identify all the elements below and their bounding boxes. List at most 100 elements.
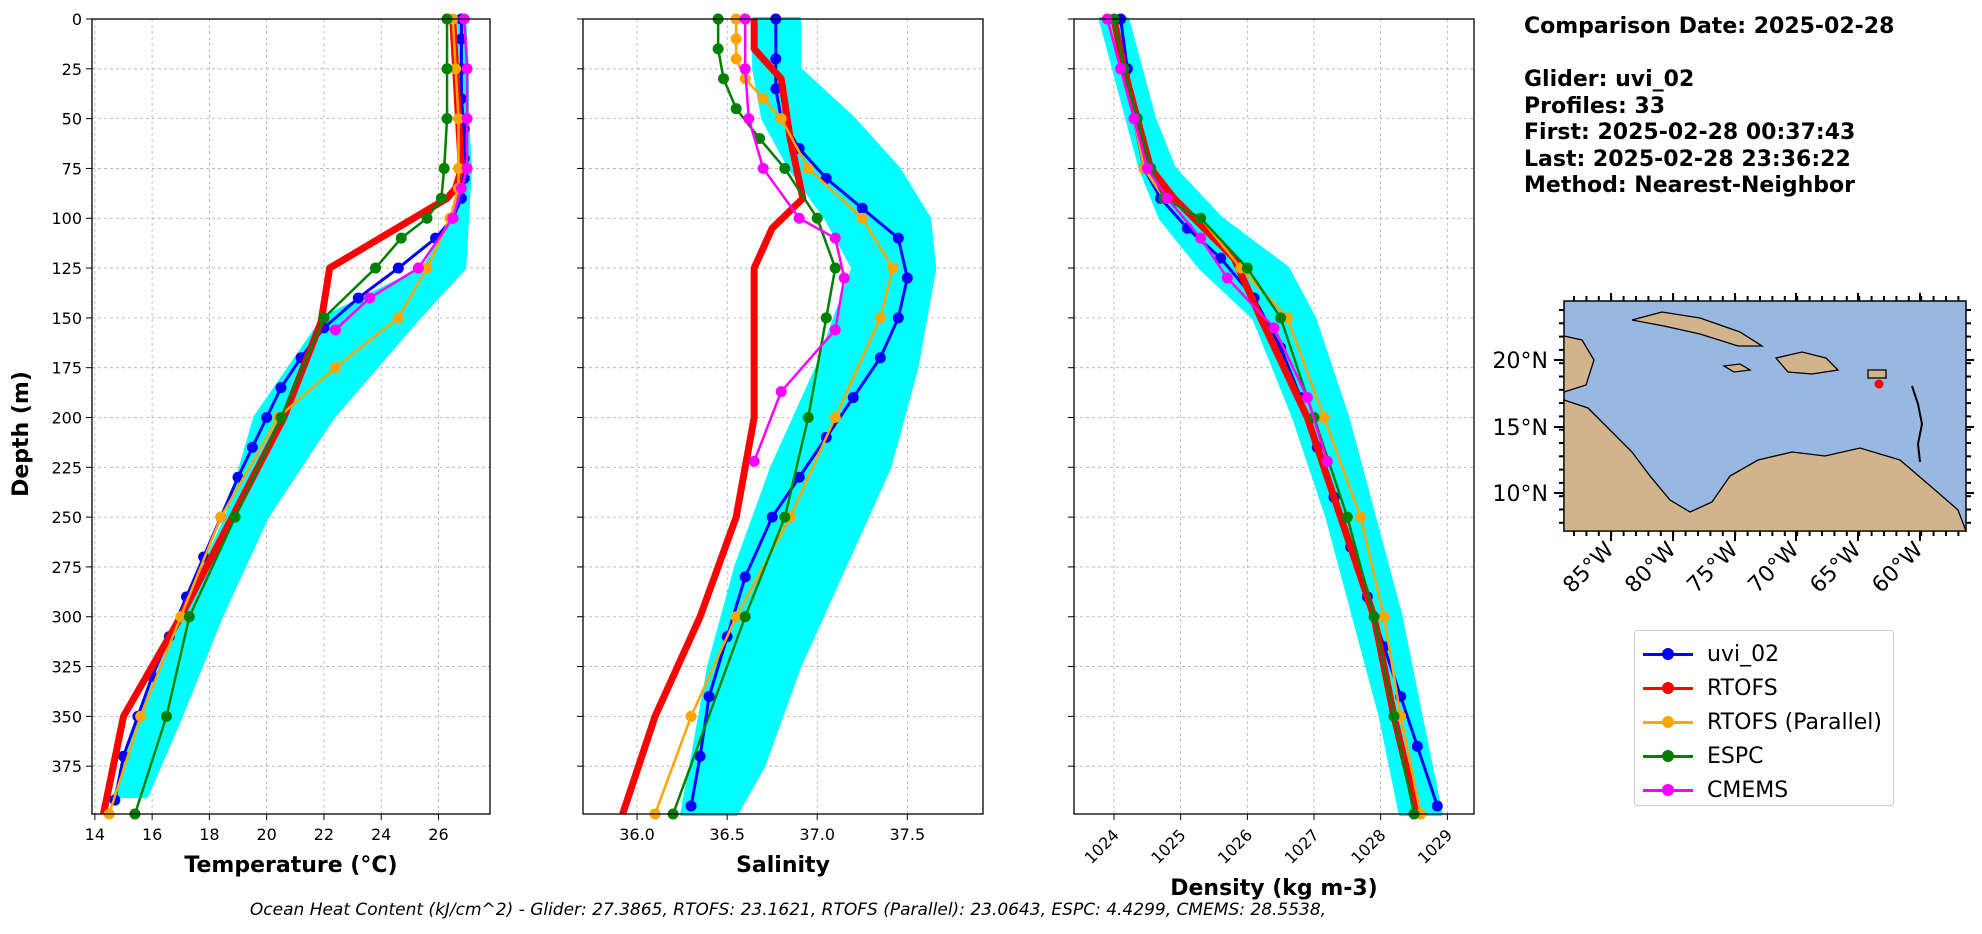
plot-frame bbox=[582, 18, 984, 815]
profile-count: Profiles: 33 bbox=[1524, 93, 1666, 119]
x-axis-label: Density (kg m-3) bbox=[1170, 876, 1378, 901]
series-point bbox=[461, 162, 473, 174]
series-point bbox=[1161, 192, 1173, 204]
x-tick-label: 26 bbox=[428, 825, 448, 844]
legend-item: ESPC bbox=[1643, 739, 1893, 773]
series-point bbox=[770, 53, 782, 65]
legend-label: uvi_02 bbox=[1707, 641, 1780, 667]
x-tick-label: 37.0 bbox=[799, 825, 835, 844]
y-tick-label: 50 bbox=[62, 110, 82, 129]
legend-swatch bbox=[1643, 712, 1693, 732]
map-lon-label: 60°W bbox=[1868, 537, 1929, 598]
series-point bbox=[685, 800, 697, 812]
map-lat-label: 20°N bbox=[1493, 349, 1548, 374]
y-tick-label: 350 bbox=[51, 707, 82, 726]
legend-label: RTOFS (Parallel) bbox=[1707, 709, 1882, 735]
x-tick-label: 1026 bbox=[1214, 825, 1256, 867]
map-land-jamaica bbox=[1722, 363, 1752, 373]
series-point bbox=[838, 272, 850, 284]
series-point bbox=[175, 611, 187, 623]
y-tick-label: 225 bbox=[51, 458, 82, 477]
series-point bbox=[802, 411, 814, 423]
series-point bbox=[779, 511, 791, 523]
series-point bbox=[1115, 63, 1127, 75]
series-point bbox=[874, 312, 886, 324]
series-point bbox=[461, 63, 473, 75]
series-point bbox=[1378, 611, 1390, 623]
legend-item: uvi_02 bbox=[1643, 637, 1893, 671]
series-line bbox=[133, 19, 449, 815]
map-ticks bbox=[1554, 293, 1974, 541]
series-point bbox=[1195, 232, 1207, 244]
series-point bbox=[1195, 212, 1207, 224]
x-tick-label: 14 bbox=[85, 825, 105, 844]
map-land-central-america bbox=[1563, 399, 1967, 532]
series-point bbox=[892, 232, 904, 244]
series-point bbox=[743, 113, 755, 125]
map-lat-label: 15°N bbox=[1493, 416, 1548, 441]
series-point bbox=[1221, 272, 1233, 284]
series-point bbox=[730, 53, 742, 65]
series-point bbox=[364, 292, 376, 304]
series-point bbox=[820, 312, 832, 324]
series-point bbox=[1141, 162, 1153, 174]
info-block: Comparison Date: 2025-02-28 Glider: uvi_0… bbox=[1524, 14, 1894, 200]
x-tick-label: 18 bbox=[199, 825, 219, 844]
series-point bbox=[1241, 262, 1253, 274]
map-lon-label: 75°W bbox=[1683, 537, 1744, 598]
series-point bbox=[461, 113, 473, 125]
series-point bbox=[447, 212, 459, 224]
series-point bbox=[453, 113, 465, 125]
series-point bbox=[392, 262, 404, 274]
glider-location-marker bbox=[1874, 379, 1884, 389]
series-point bbox=[1341, 511, 1353, 523]
depth-axis-label: Depth (m) bbox=[9, 371, 34, 497]
first-time: First: 2025-02-28 00:37:43 bbox=[1524, 120, 1856, 145]
series-point bbox=[1301, 392, 1313, 404]
y-tick-label: 150 bbox=[51, 309, 82, 328]
series-point bbox=[455, 182, 467, 194]
y-tick-label: 275 bbox=[51, 558, 82, 577]
legend: uvi_02 RTOFS RTOFS (Parallel) ESPC CMEMS bbox=[1634, 630, 1894, 806]
x-tick-label: 20 bbox=[256, 825, 276, 844]
series-point bbox=[412, 262, 424, 274]
series-point bbox=[766, 511, 778, 523]
y-tick-label: 325 bbox=[51, 658, 82, 677]
series-point bbox=[748, 455, 760, 467]
map-land-hispaniola bbox=[1774, 351, 1840, 375]
map-lon-label: 80°W bbox=[1621, 537, 1682, 598]
glider-profile-spread bbox=[112, 17, 472, 799]
x-tick-label: 37.5 bbox=[890, 825, 926, 844]
series-point bbox=[892, 312, 904, 324]
x-tick-label: 1027 bbox=[1281, 825, 1323, 867]
series-point bbox=[757, 162, 769, 174]
series-point bbox=[160, 710, 172, 722]
series-point bbox=[329, 324, 341, 336]
series-point bbox=[435, 192, 447, 204]
legend-label: RTOFS bbox=[1707, 675, 1778, 701]
density-panel: 1024 1025 1026 1027 1028 1029 Density (kg m-3) bbox=[1068, 13, 1475, 901]
series-point bbox=[215, 511, 227, 523]
series-line bbox=[107, 18, 460, 815]
y-tick-label: 175 bbox=[51, 359, 82, 378]
series-point bbox=[183, 611, 195, 623]
x-tick-label: 22 bbox=[314, 825, 334, 844]
method: Method: Nearest-Neighbor bbox=[1524, 173, 1855, 198]
salinity-panel: 36.0 36.5 37.0 37.5 Salinity bbox=[577, 13, 984, 878]
series-point bbox=[718, 73, 730, 85]
map-land-cuba bbox=[1631, 311, 1765, 347]
series-point bbox=[275, 411, 287, 423]
comparison-date: Comparison Date: 2025-02-28 bbox=[1524, 14, 1895, 39]
map-land-lesser-antilles bbox=[1911, 385, 1924, 463]
temperature-panel: 0 25 50 75 100 125 150 175 200 225 250 275 300 325 350… bbox=[51, 10, 491, 878]
series-point bbox=[1411, 740, 1423, 752]
series-line bbox=[619, 19, 807, 816]
series-point bbox=[874, 352, 886, 364]
series-point bbox=[1318, 411, 1330, 423]
series-point bbox=[775, 113, 787, 125]
y-tick-label: 125 bbox=[51, 259, 82, 278]
series-point bbox=[1128, 113, 1140, 125]
series-point bbox=[811, 212, 823, 224]
series-point bbox=[793, 212, 805, 224]
